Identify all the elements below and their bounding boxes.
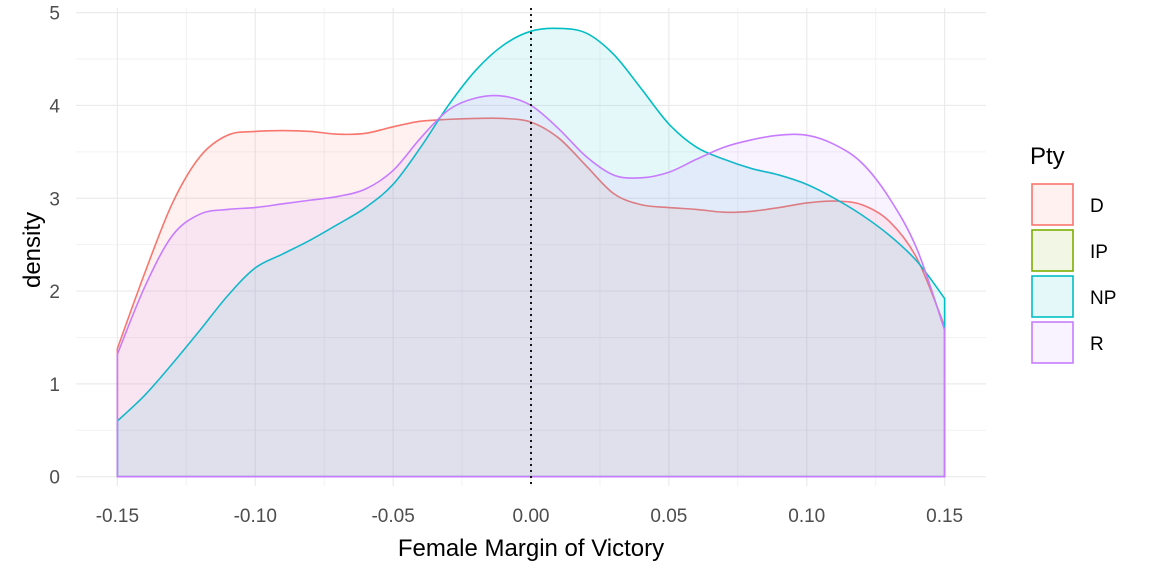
x-axis-ticks: -0.15 -0.10 -0.05 0.00 0.05 0.10 0.15 — [96, 506, 963, 527]
legend-key-swatch — [1031, 275, 1074, 318]
x-tick-label: -0.10 — [234, 506, 277, 527]
y-tick-label: 5 — [49, 4, 60, 25]
x-tick-label: -0.05 — [371, 506, 414, 527]
y-tick-label: 3 — [49, 189, 60, 210]
legend-key-swatch — [1031, 321, 1074, 364]
legend-item-r: R — [1031, 321, 1104, 364]
legend: Pty D IP NP R — [1030, 143, 1116, 364]
legend-key-background — [1031, 321, 1074, 364]
x-tick-label: -0.15 — [96, 506, 139, 527]
x-tick-label: 0.10 — [788, 506, 825, 527]
y-tick-label: 4 — [49, 96, 60, 117]
y-axis-ticks: 0 1 2 3 4 5 — [49, 4, 60, 489]
density-areas — [116, 27, 946, 478]
y-tick-label: 0 — [49, 468, 60, 489]
density-area-r — [117, 95, 945, 477]
legend-label: NP — [1090, 288, 1116, 309]
x-tick-label: 0.00 — [513, 506, 550, 527]
x-tick-label: 0.15 — [926, 506, 963, 527]
y-tick-label: 2 — [49, 282, 60, 303]
legend-title: Pty — [1030, 143, 1065, 170]
x-tick-label: 0.05 — [650, 506, 687, 527]
legend-label: D — [1090, 196, 1104, 217]
legend-key-swatch — [1031, 183, 1074, 226]
legend-items: D IP NP R — [1031, 183, 1116, 364]
legend-label: R — [1090, 334, 1104, 355]
density-area-np — [117, 28, 945, 477]
legend-label: IP — [1090, 242, 1108, 263]
legend-key-background — [1031, 229, 1074, 272]
legend-key-swatch — [1031, 229, 1074, 272]
y-tick-label: 1 — [49, 375, 60, 396]
legend-key-background — [1031, 183, 1074, 226]
legend-item-d: D — [1031, 183, 1104, 226]
x-axis-title: Female Margin of Victory — [398, 535, 664, 562]
legend-item-ip: IP — [1031, 229, 1108, 272]
y-axis-title: density — [19, 212, 46, 288]
density-line-np — [116, 27, 946, 478]
legend-item-np: NP — [1031, 275, 1116, 318]
legend-key-background — [1031, 275, 1074, 318]
